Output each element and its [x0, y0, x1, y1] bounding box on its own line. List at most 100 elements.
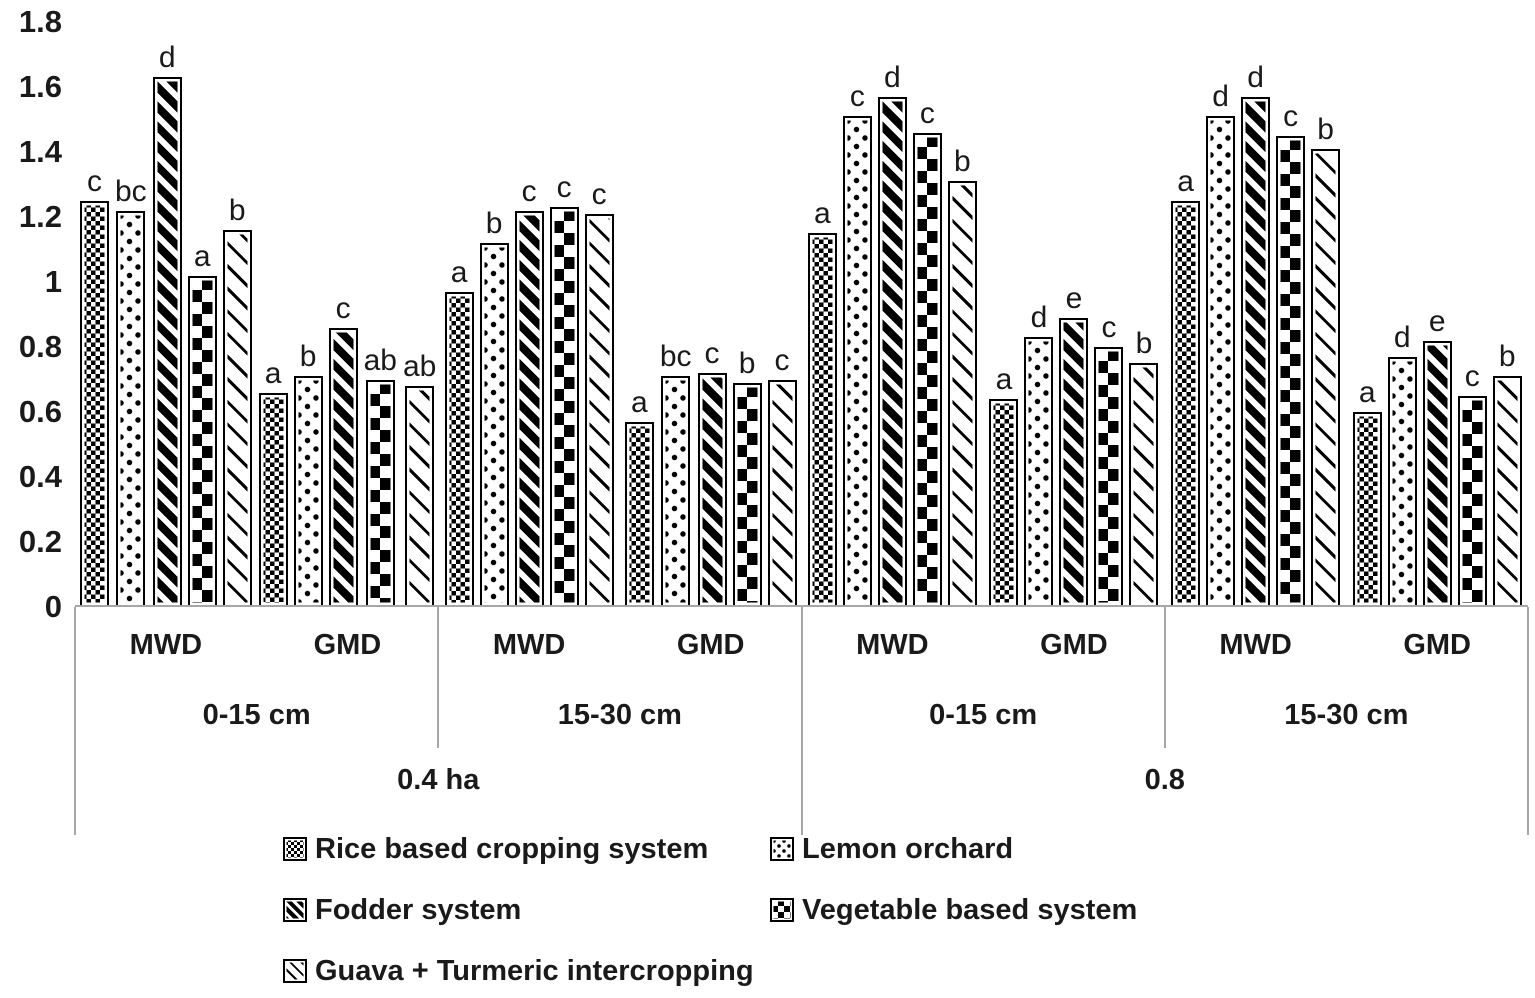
significance-letter: e: [1428, 304, 1446, 338]
significance-letter: a: [450, 255, 468, 289]
significance-letter: d: [158, 41, 176, 75]
bar-rice: [444, 291, 474, 607]
bar-guava: [222, 230, 252, 607]
bar-rice: [79, 200, 109, 607]
axis-measure-label: MWD: [1219, 628, 1292, 661]
bar-slot: ab: [364, 22, 397, 607]
bar-slot: d: [1024, 22, 1054, 607]
legend-item-fodder: Fodder system: [283, 893, 770, 926]
bar-slot: a: [807, 22, 837, 607]
bar-guava: [1129, 363, 1159, 607]
significance-letter: d: [1247, 60, 1264, 94]
bar-slot: c: [1276, 22, 1306, 607]
significance-letter: b: [1317, 112, 1334, 146]
legend-swatch-lemon-icon: [770, 837, 794, 861]
significance-letter: b: [738, 346, 756, 380]
bar-slot: b: [479, 22, 509, 607]
significance-letter: d: [1030, 301, 1048, 335]
axis-measure-label: GMD: [1040, 628, 1108, 661]
bar-fodder: [697, 373, 727, 607]
bar-lemon: [479, 243, 509, 607]
significance-letter: c: [1464, 359, 1480, 393]
axis-depth-label: 0-15 cm: [929, 699, 1038, 731]
legend-swatch-guava-icon: [283, 959, 307, 983]
y-axis-tick-label: 0.4: [18, 459, 62, 494]
significance-letter: c: [1283, 99, 1299, 133]
bar-fodder: [1059, 317, 1089, 607]
bar-slot: b: [222, 22, 252, 607]
bar-slot: c: [842, 22, 872, 607]
y-axis-tick-label: 1.8: [18, 4, 62, 39]
y-axis-tick-label: 0: [44, 589, 62, 624]
bar-group-mwd-0: c bc d a b: [75, 22, 257, 607]
significance-letter: b: [299, 340, 317, 374]
bar-slot: c: [584, 22, 614, 607]
significance-letter: c: [335, 291, 351, 325]
bar-vegetable: [912, 132, 942, 607]
significance-letter: c: [556, 171, 572, 205]
significance-letter: a: [995, 363, 1013, 396]
significance-letter: a: [1177, 164, 1194, 198]
legend-swatch-rice-icon: [283, 837, 307, 861]
axis-depth-label: 15-30 cm: [1284, 699, 1409, 731]
bar-slot: b: [1311, 22, 1341, 607]
axis-divider-line: [1527, 607, 1529, 835]
y-axis-tick-label: 1.4: [18, 134, 62, 169]
significance-letter: a: [264, 356, 282, 390]
axis-area-row: 0.4 ha 0.8: [75, 748, 1528, 835]
legend-label: Guava + Turmeric intercropping: [315, 954, 754, 987]
legend-item-lemon: Lemon orchard: [770, 833, 1013, 865]
bar-slot: d: [152, 22, 182, 607]
bar-rice: [807, 233, 837, 607]
bar-vegetable: [187, 275, 217, 607]
bar-lemon: [661, 376, 691, 607]
significance-letter: e: [1065, 281, 1083, 315]
category-axis: MWD GMD MWD GMD MWD GMD MWD GMD 0-15 cm 15-30 cm 0…: [74, 607, 1529, 835]
significance-letter: b: [485, 207, 503, 240]
bar-rice: [1352, 412, 1382, 607]
bar-slot: c: [549, 22, 579, 607]
axis-measure-label: GMD: [313, 628, 382, 661]
bar-slot: e: [1059, 22, 1089, 607]
significance-letter: c: [1101, 311, 1117, 344]
legend-label: Vegetable based system: [802, 893, 1138, 926]
bar-slot: a: [1352, 22, 1382, 607]
axis-divider-line: [1163, 607, 1166, 748]
bar-rice: [624, 421, 654, 607]
bar-slot: b: [1492, 22, 1522, 607]
y-axis-tick-label: 1.6: [18, 69, 62, 104]
bar-slot: c: [697, 22, 727, 607]
plot-area: c bc d a b a b c ab ab a b c c c a bc c b c a c d c b a d e c b a d d c b a…: [75, 22, 1528, 607]
legend-label: Fodder system: [315, 893, 522, 926]
bar-slot: c: [767, 22, 797, 607]
bar-lemon: [842, 116, 872, 607]
significance-letter: b: [953, 145, 971, 179]
bar-slot: c: [912, 22, 942, 607]
bar-fodder: [1241, 96, 1271, 607]
bar-guava: [947, 181, 977, 607]
legend-swatch-fodder-icon: [283, 898, 307, 922]
bar-slot: b: [732, 22, 762, 607]
legend-swatch-vegetable-icon: [770, 898, 794, 922]
legend-item-vegetable: Vegetable based system: [770, 893, 1138, 926]
significance-letter: c: [919, 96, 935, 130]
bar-guava: [1311, 148, 1341, 607]
bar-vegetable: [732, 382, 762, 607]
y-axis-tick-label: 0.8: [18, 329, 62, 364]
significance-letter: a: [813, 197, 831, 231]
axis-divider-line: [74, 607, 76, 835]
axis-area-label: 0.8: [1144, 764, 1185, 796]
bar-fodder: [152, 77, 182, 607]
significance-letter: b: [1135, 327, 1153, 361]
bar-slot: c: [1457, 22, 1487, 607]
significance-letter: ab: [402, 350, 437, 383]
significance-letter: a: [193, 239, 211, 273]
legend: Rice based cropping system Lemon orchard F…: [283, 833, 1383, 998]
bar-slot: a: [444, 22, 474, 607]
bar-lemon: [116, 210, 146, 607]
axis-depth-label: 0-15 cm: [202, 699, 311, 731]
